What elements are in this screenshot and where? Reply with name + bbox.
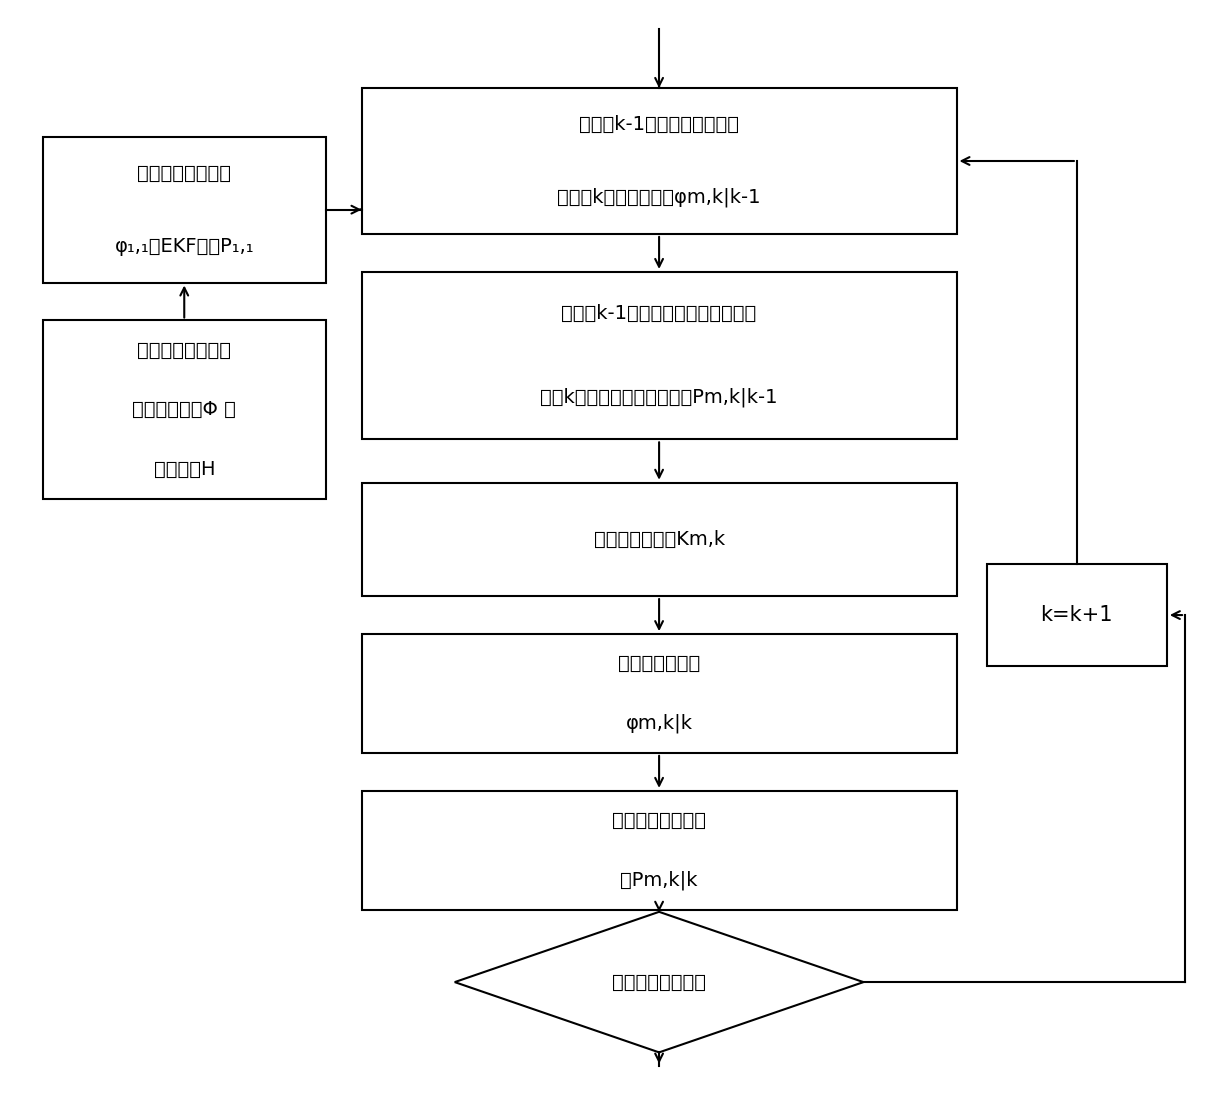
Text: 测量矩阵H: 测量矩阵H bbox=[153, 460, 215, 479]
Text: 采样点是否遍历？: 采样点是否遍历？ bbox=[612, 972, 706, 992]
Text: φ₁,₁和EKF方差P₁,₁: φ₁,₁和EKF方差P₁,₁ bbox=[114, 237, 254, 255]
Polygon shape bbox=[455, 912, 863, 1052]
Text: 预测第k采样点的状态φm,k|k-1: 预测第k采样点的状态φm,k|k-1 bbox=[557, 187, 761, 207]
FancyBboxPatch shape bbox=[43, 321, 326, 499]
Text: k=k+1: k=k+1 bbox=[1041, 606, 1113, 625]
Text: 获得卡尔曼算法的: 获得卡尔曼算法的 bbox=[137, 341, 231, 359]
Text: 初始化相位噪声值: 初始化相位噪声值 bbox=[137, 163, 231, 183]
Text: 根据第k-1采样点的相位噪声: 根据第k-1采样点的相位噪声 bbox=[579, 115, 739, 134]
FancyBboxPatch shape bbox=[361, 634, 957, 753]
Text: φm,k|k: φm,k|k bbox=[625, 714, 693, 733]
Text: 计第k采样点的系统预测误差Pm,k|k-1: 计第k采样点的系统预测误差Pm,k|k-1 bbox=[540, 388, 778, 407]
Text: 状态转移矩阵Φ 和: 状态转移矩阵Φ 和 bbox=[133, 400, 236, 419]
Text: 根据第k-1采样点的系统预测误差估: 根据第k-1采样点的系统预测误差估 bbox=[562, 304, 756, 323]
FancyBboxPatch shape bbox=[361, 88, 957, 234]
FancyBboxPatch shape bbox=[361, 272, 957, 439]
Text: 计算系统预测误差: 计算系统预测误差 bbox=[612, 811, 706, 830]
Text: 计算卡尔曼增益Km,k: 计算卡尔曼增益Km,k bbox=[593, 530, 725, 549]
Text: 计算最优估计值: 计算最优估计值 bbox=[618, 654, 700, 673]
FancyBboxPatch shape bbox=[361, 483, 957, 596]
FancyBboxPatch shape bbox=[361, 791, 957, 910]
FancyBboxPatch shape bbox=[986, 564, 1167, 667]
Text: 值Pm,k|k: 值Pm,k|k bbox=[620, 871, 698, 890]
FancyBboxPatch shape bbox=[43, 137, 326, 283]
